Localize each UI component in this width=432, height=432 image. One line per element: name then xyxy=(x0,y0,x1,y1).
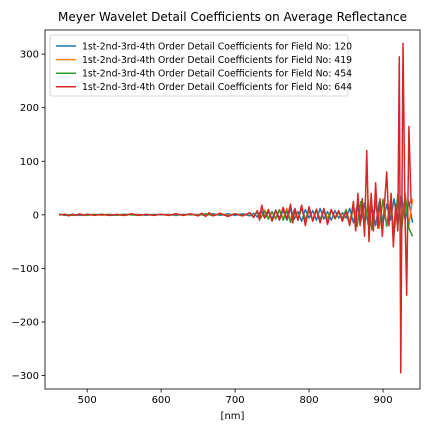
legend-label-1: 1st-2nd-3rd-4th Order Detail Coefficient… xyxy=(82,41,352,52)
chart-title: Meyer Wavelet Detail Coefficients on Ave… xyxy=(58,10,407,24)
y-tick-label: −300 xyxy=(12,371,39,382)
y-tick-label: 100 xyxy=(20,157,39,168)
y-tick-label: −100 xyxy=(12,264,39,275)
x-tick-label: 700 xyxy=(226,395,245,406)
y-tick-label: 200 xyxy=(20,103,39,114)
x-axis-label: [nm] xyxy=(221,411,245,422)
y-tick-label: 0 xyxy=(33,210,39,221)
legend: 1st-2nd-3rd-4th Order Detail Coefficient… xyxy=(50,35,352,96)
x-axis-ticks: 500 600 700 800 900 xyxy=(78,389,393,406)
legend-label-4: 1st-2nd-3rd-4th Order Detail Coefficient… xyxy=(82,82,352,93)
legend-label-2: 1st-2nd-3rd-4th Order Detail Coefficient… xyxy=(82,55,352,66)
x-tick-label: 500 xyxy=(78,395,97,406)
x-tick-label: 600 xyxy=(152,395,171,406)
y-tick-label: −200 xyxy=(12,318,39,329)
x-tick-label: 900 xyxy=(373,395,392,406)
y-axis-ticks: −300 −200 −100 0 100 200 300 xyxy=(12,50,45,382)
legend-label-3: 1st-2nd-3rd-4th Order Detail Coefficient… xyxy=(82,69,352,80)
x-tick-label: 800 xyxy=(300,395,319,406)
y-tick-label: 300 xyxy=(20,50,39,61)
